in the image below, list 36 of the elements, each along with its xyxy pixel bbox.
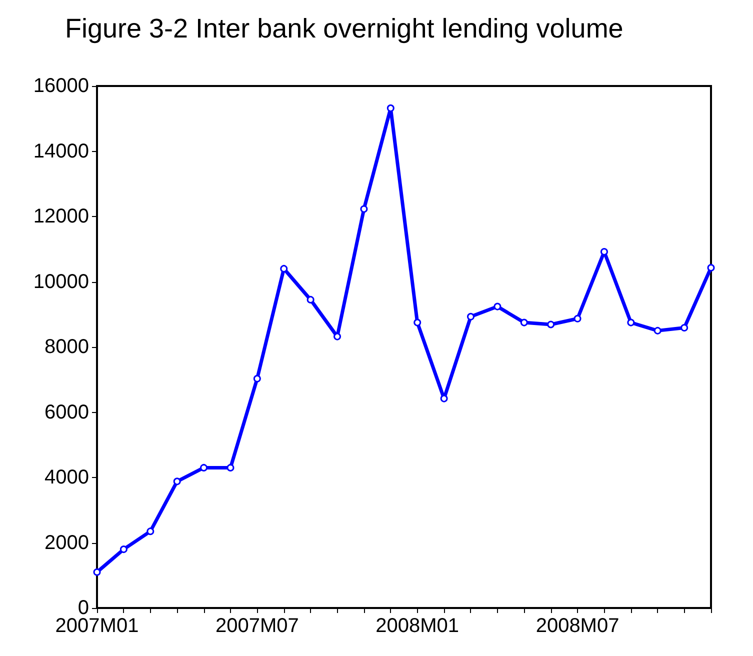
y-tick-label: 8000	[44, 336, 89, 358]
point	[334, 332, 342, 340]
x-tick-label: 2007M07	[215, 615, 299, 637]
y-tick-label: 16000	[33, 75, 89, 97]
point	[146, 528, 154, 536]
y-tick-label: 12000	[33, 206, 89, 228]
chart-title: Figure 3-2 Inter bank overnight lending volume	[65, 14, 624, 44]
point	[93, 568, 101, 576]
point	[386, 104, 394, 112]
point	[280, 264, 288, 272]
point	[494, 302, 502, 310]
point	[574, 314, 582, 322]
point	[173, 478, 181, 486]
point	[654, 326, 662, 334]
point	[200, 464, 208, 472]
point	[440, 394, 448, 402]
point	[253, 374, 261, 382]
point	[414, 318, 422, 326]
x-tick-label: 2008M01	[376, 615, 460, 637]
point	[226, 464, 234, 472]
point	[627, 318, 635, 326]
y-tick-label: 14000	[33, 140, 89, 162]
point	[547, 320, 555, 328]
y-tick-label: 6000	[44, 401, 89, 424]
x-tick-label: 2008M07	[536, 615, 620, 637]
y-tick-label: 4000	[44, 466, 89, 488]
point	[466, 312, 474, 320]
y-tick-label: 2000	[44, 532, 89, 554]
y-tick-label: 10000	[33, 270, 89, 293]
point	[360, 205, 368, 213]
point	[680, 324, 688, 332]
point	[600, 248, 608, 256]
point	[707, 264, 715, 272]
point	[120, 546, 128, 554]
point	[520, 318, 528, 326]
point	[306, 296, 314, 304]
